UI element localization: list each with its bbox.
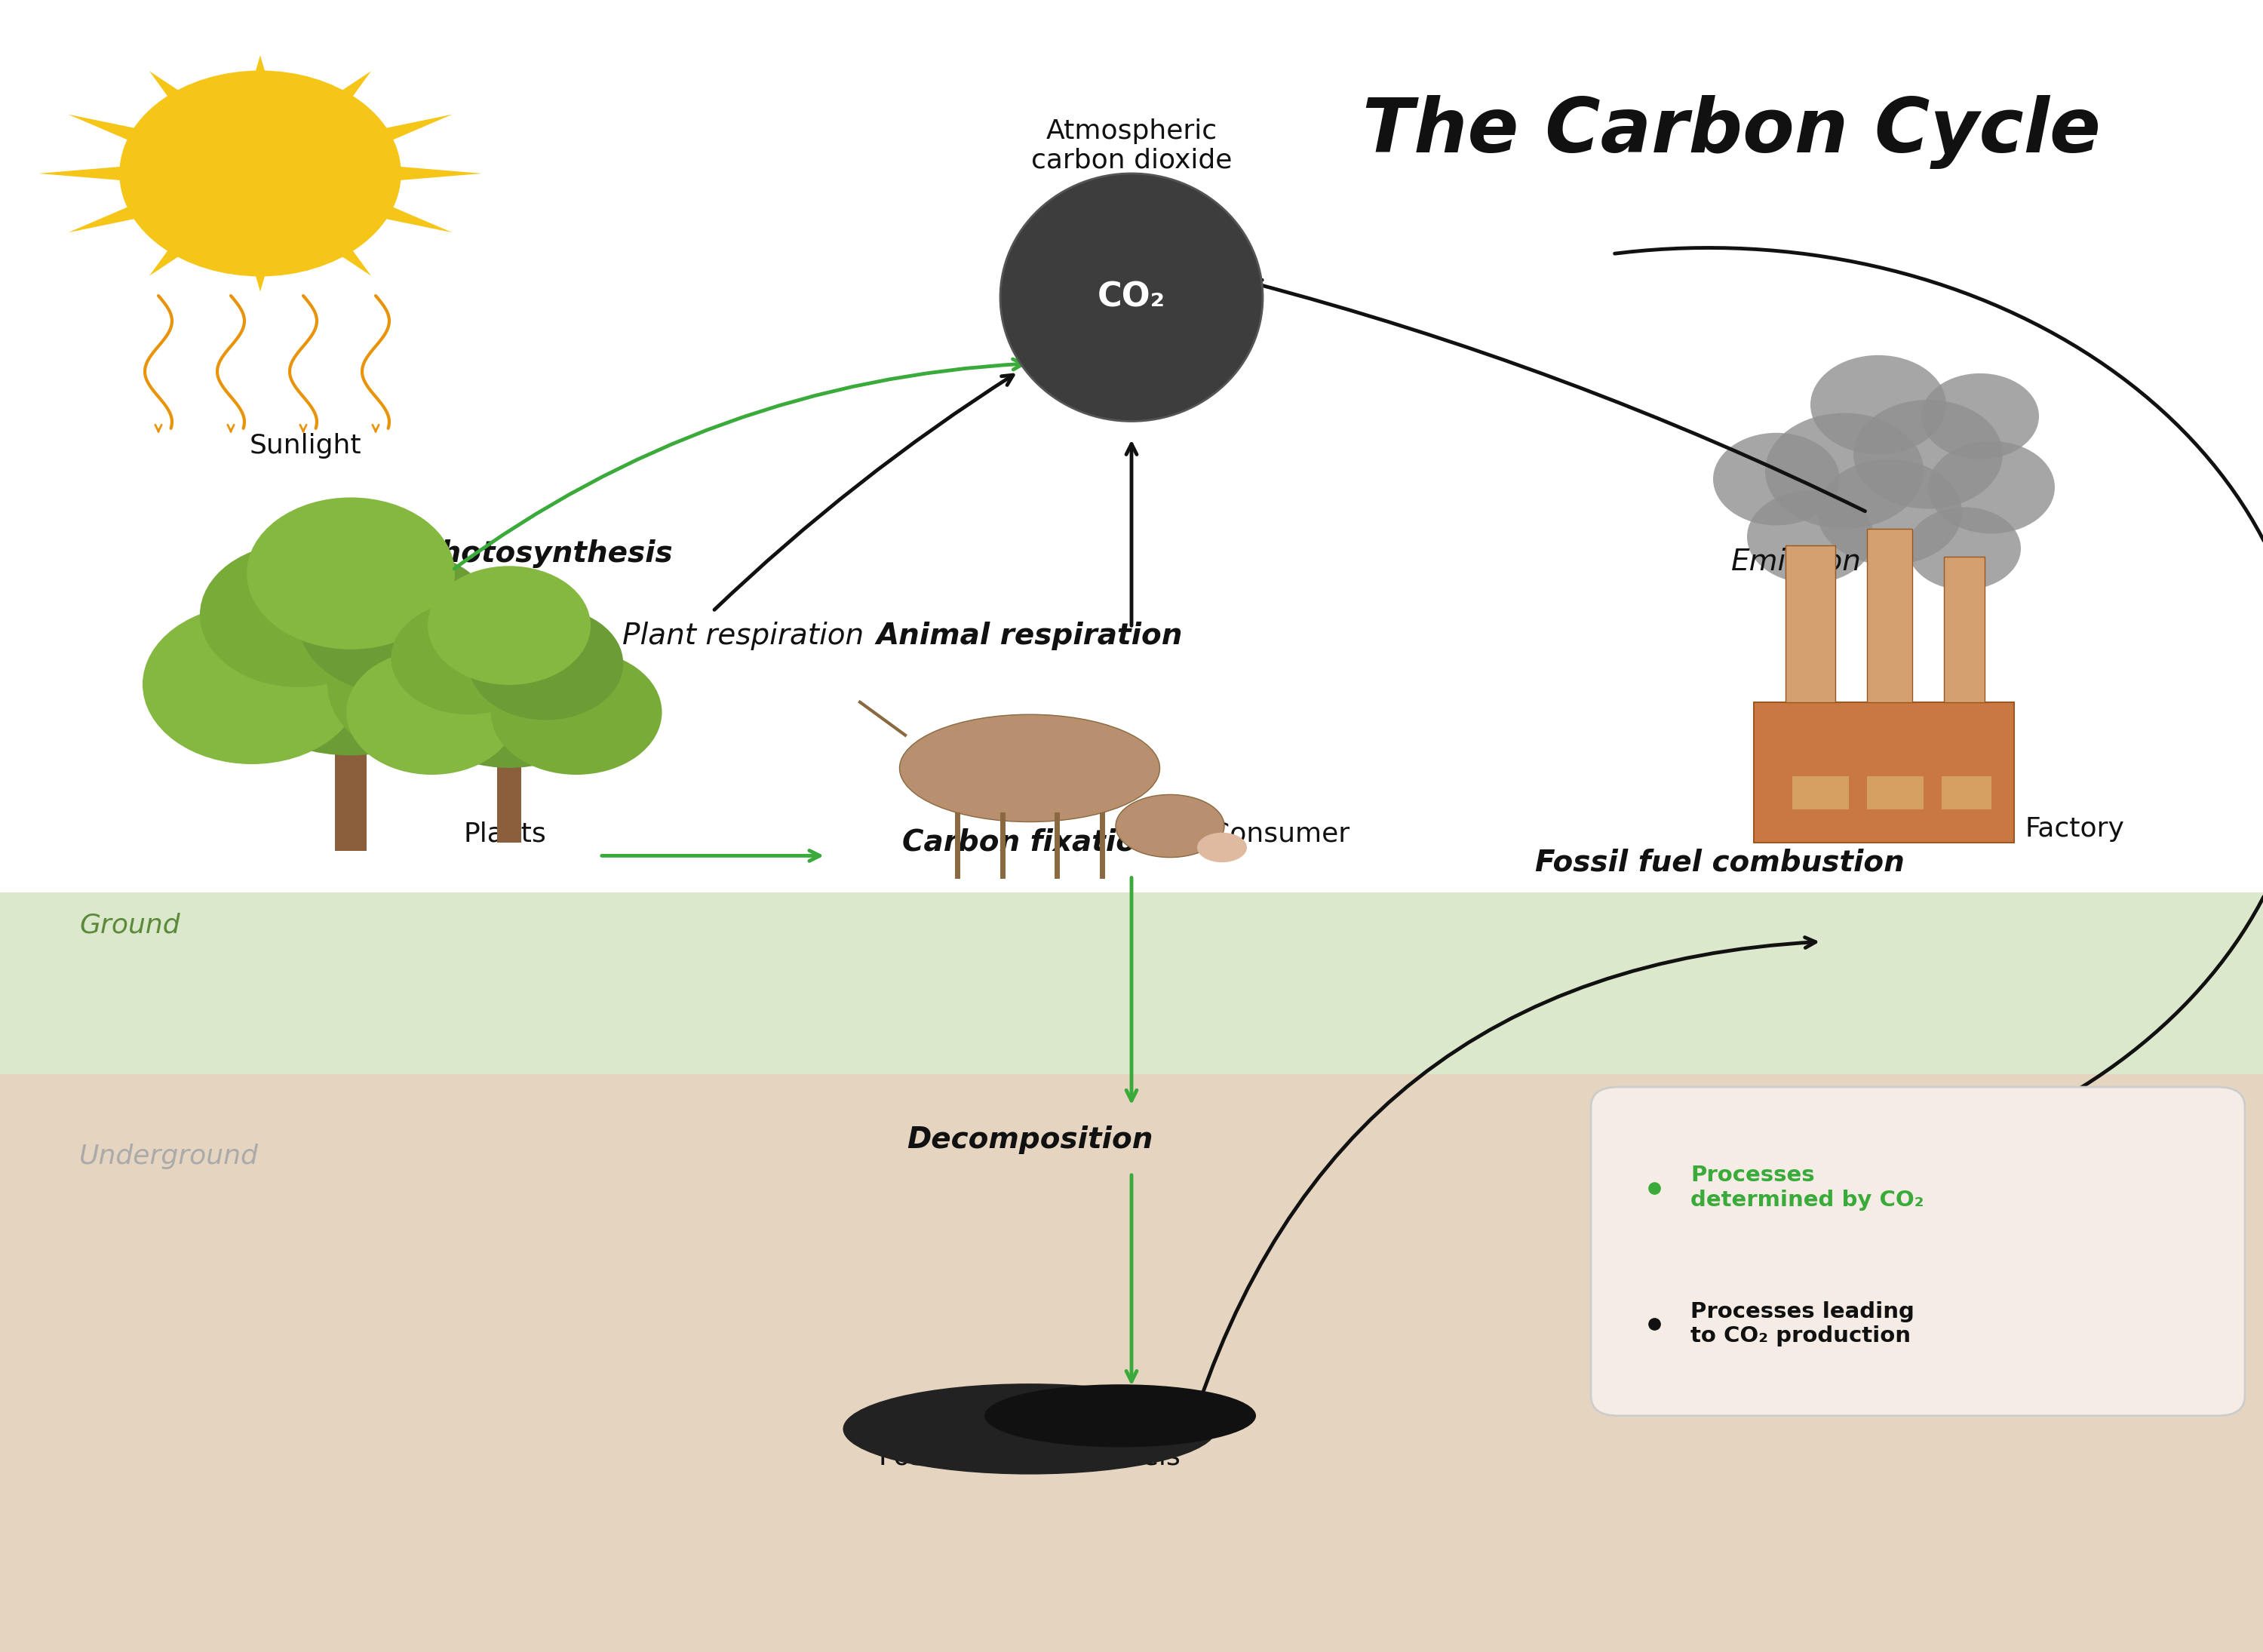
Bar [1754, 702, 2014, 843]
Circle shape [391, 601, 545, 715]
Circle shape [199, 544, 398, 687]
Polygon shape [335, 114, 453, 157]
Bar [1942, 776, 1991, 809]
Circle shape [120, 71, 401, 276]
Ellipse shape [1116, 795, 1224, 857]
Text: Atmospheric
carbon dioxide: Atmospheric carbon dioxide [1032, 117, 1231, 173]
Ellipse shape [842, 1384, 1217, 1475]
Polygon shape [292, 71, 371, 134]
Circle shape [428, 567, 591, 686]
Text: Sunlight: Sunlight [249, 433, 362, 459]
Circle shape [346, 649, 518, 775]
Polygon shape [358, 164, 482, 183]
Text: Underground: Underground [79, 1143, 258, 1170]
Polygon shape [240, 225, 281, 292]
Circle shape [1713, 433, 1840, 525]
Text: Plants: Plants [464, 821, 548, 847]
Polygon shape [292, 213, 371, 276]
Bar [0, 1074, 2263, 1652]
Bar [1786, 545, 1835, 702]
Bar [1792, 776, 1849, 809]
Circle shape [1921, 373, 2039, 459]
Circle shape [1928, 441, 2055, 534]
Text: Animal respiration: Animal respiration [876, 621, 1184, 651]
Bar [1944, 557, 1985, 702]
Polygon shape [149, 71, 229, 134]
Polygon shape [335, 190, 453, 233]
Text: Factory: Factory [2025, 816, 2125, 843]
Circle shape [1908, 507, 2021, 590]
Bar [335, 712, 367, 851]
FancyBboxPatch shape [1591, 1087, 2245, 1416]
Text: Emission: Emission [1731, 547, 1862, 577]
Text: Plant respiration: Plant respiration [622, 621, 864, 651]
Text: Fossils and fossil fuels: Fossils and fossil fuels [878, 1444, 1181, 1470]
Circle shape [328, 605, 545, 765]
Text: Consumer: Consumer [1211, 821, 1349, 847]
Text: Fossil fuel combustion: Fossil fuel combustion [1534, 847, 1905, 877]
Circle shape [403, 613, 616, 768]
Circle shape [247, 497, 455, 649]
Circle shape [299, 550, 496, 694]
Text: Decomposition: Decomposition [907, 1125, 1152, 1155]
Circle shape [1747, 491, 1874, 583]
Circle shape [491, 649, 661, 775]
Text: Processes
determined by CO₂: Processes determined by CO₂ [1690, 1165, 1924, 1211]
Text: Photosynthesis: Photosynthesis [419, 539, 672, 568]
Text: CO₂: CO₂ [1098, 281, 1165, 314]
Circle shape [143, 605, 362, 765]
Circle shape [1817, 459, 1962, 565]
Bar [1867, 529, 1912, 702]
Circle shape [1765, 413, 1924, 529]
Polygon shape [68, 190, 186, 233]
Text: Processes leading
to CO₂ production: Processes leading to CO₂ production [1690, 1300, 1914, 1346]
Text: Ground: Ground [79, 912, 181, 938]
Bar [0, 892, 2263, 1074]
Circle shape [215, 558, 487, 755]
Ellipse shape [1000, 173, 1263, 421]
Circle shape [1810, 355, 1946, 454]
Ellipse shape [1197, 833, 1247, 862]
Text: The Carbon Cycle: The Carbon Cycle [1362, 96, 2100, 169]
Polygon shape [240, 55, 281, 122]
Polygon shape [38, 164, 163, 183]
Bar [1867, 776, 1924, 809]
Bar [498, 733, 520, 843]
Circle shape [1853, 400, 2003, 509]
Polygon shape [149, 213, 229, 276]
Ellipse shape [898, 715, 1159, 823]
Circle shape [468, 606, 622, 720]
Text: Carbon fixation: Carbon fixation [903, 828, 1156, 857]
Ellipse shape [984, 1384, 1256, 1447]
Polygon shape [68, 114, 186, 157]
